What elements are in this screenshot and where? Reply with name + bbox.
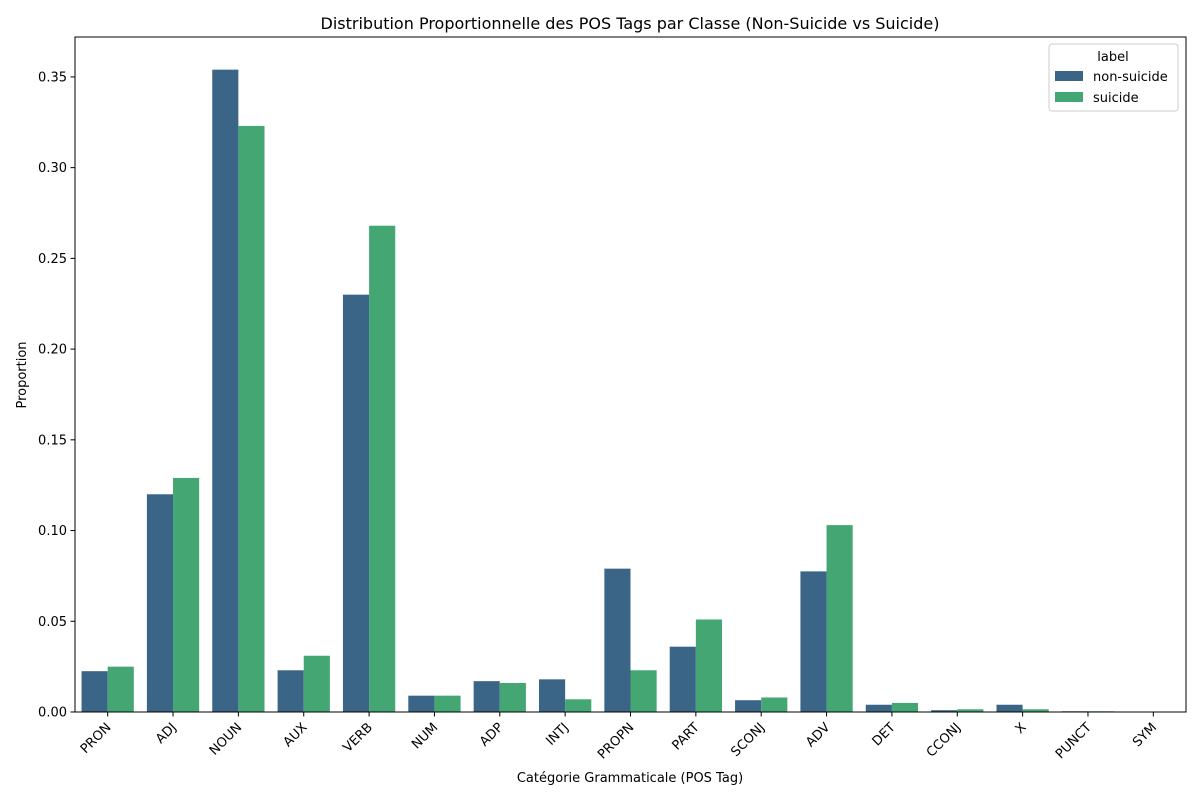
x-tick-label-sym: SYM xyxy=(1130,720,1160,750)
legend: label non-suicide suicide xyxy=(1048,43,1179,112)
bar-noun-suicide xyxy=(238,125,265,712)
y-tick-label: 0.30 xyxy=(38,161,67,176)
x-tick-label-adp: ADP xyxy=(477,720,507,750)
x-tick-label-punct: PUNCT xyxy=(1053,720,1095,762)
bar-adv-suicide xyxy=(826,525,853,712)
bar-noun-non-suicide xyxy=(212,69,239,712)
x-tick-label-verb: VERB xyxy=(341,720,376,755)
x-tick-label-noun: NOUN xyxy=(207,720,245,758)
y-tick-label: 0.15 xyxy=(38,433,67,448)
bar-propn-non-suicide xyxy=(604,568,631,712)
y-axis-title: Proportion xyxy=(15,341,30,408)
legend-title: label xyxy=(1097,50,1128,65)
bar-adv-non-suicide xyxy=(800,571,827,713)
x-tick-label-num: NUM xyxy=(409,720,441,752)
x-tick-label-cconj: CCONJ xyxy=(924,720,964,760)
bar-cconj-non-suicide xyxy=(931,710,958,712)
bar-pron-non-suicide xyxy=(81,671,108,712)
x-tick-label-adv: ADV xyxy=(803,720,833,750)
bar-adj-non-suicide xyxy=(146,494,174,712)
x-tick-label-sconj: SCONJ xyxy=(728,720,768,760)
y-tick-label: 0.25 xyxy=(38,252,67,267)
bar-aux-non-suicide xyxy=(277,670,304,712)
x-tick-label-pron: PRON xyxy=(78,720,115,757)
bar-sconj-non-suicide xyxy=(735,700,762,712)
legend-label-non-suicide: non-suicide xyxy=(1093,70,1168,85)
chart-title: Distribution Proportionnelle des POS Tag… xyxy=(321,14,940,33)
bar-intj-non-suicide xyxy=(539,679,566,712)
x-tick-label-aux: AUX xyxy=(281,720,311,750)
y-tick-label: 0.35 xyxy=(38,70,67,85)
bar-part-non-suicide xyxy=(669,646,696,712)
y-tick-label: 0.20 xyxy=(38,343,67,358)
x-tick-label-propn: PROPN xyxy=(595,720,637,762)
bars-layer xyxy=(81,69,1115,713)
y-tick-label: 0.00 xyxy=(38,706,67,721)
bar-verb-non-suicide xyxy=(342,294,370,712)
legend-entries: non-suicide suicide xyxy=(1055,70,1168,106)
bar-aux-suicide xyxy=(303,655,330,712)
bar-det-suicide xyxy=(891,702,919,712)
legend-swatch-suicide xyxy=(1055,92,1083,102)
bar-adj-suicide xyxy=(173,477,200,712)
bar-adp-non-suicide xyxy=(473,681,500,712)
bar-verb-suicide xyxy=(369,225,396,712)
bar-intj-suicide xyxy=(565,699,592,712)
bar-sconj-suicide xyxy=(761,697,788,712)
x-tick-label-det: DET xyxy=(870,720,899,749)
x-axis-title: Catégorie Grammaticale (POS Tag) xyxy=(517,771,743,786)
y-tick-label: 0.10 xyxy=(38,524,67,539)
bar-pron-suicide xyxy=(107,666,134,712)
bar-cconj-suicide xyxy=(957,709,984,712)
bar-num-suicide xyxy=(434,695,461,712)
x-tick-label-adj: ADJ xyxy=(153,720,180,747)
legend-swatch-non-suicide xyxy=(1055,71,1083,81)
bar-det-non-suicide xyxy=(865,704,892,712)
bar-propn-suicide xyxy=(630,670,657,712)
x-tick-label-part: PART xyxy=(669,720,702,753)
y-tick-label: 0.05 xyxy=(38,615,67,630)
bar-x-suicide xyxy=(1022,709,1049,712)
legend-label-suicide: suicide xyxy=(1093,91,1139,106)
bar-num-non-suicide xyxy=(408,695,435,712)
x-tick-label-x: X xyxy=(1013,720,1030,737)
bar-x-non-suicide xyxy=(996,704,1023,712)
x-tick-label-intj: INTJ xyxy=(543,720,572,749)
bar-part-suicide xyxy=(695,619,722,712)
bar-adp-suicide xyxy=(499,682,526,712)
